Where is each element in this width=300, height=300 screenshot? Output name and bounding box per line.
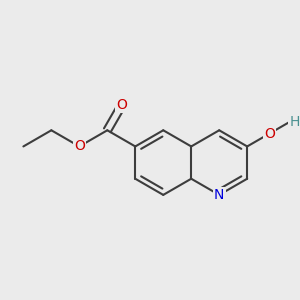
Text: N: N — [214, 188, 224, 202]
Text: O: O — [264, 127, 275, 140]
Text: O: O — [74, 140, 85, 153]
Text: O: O — [116, 98, 127, 112]
Text: H: H — [289, 115, 299, 129]
